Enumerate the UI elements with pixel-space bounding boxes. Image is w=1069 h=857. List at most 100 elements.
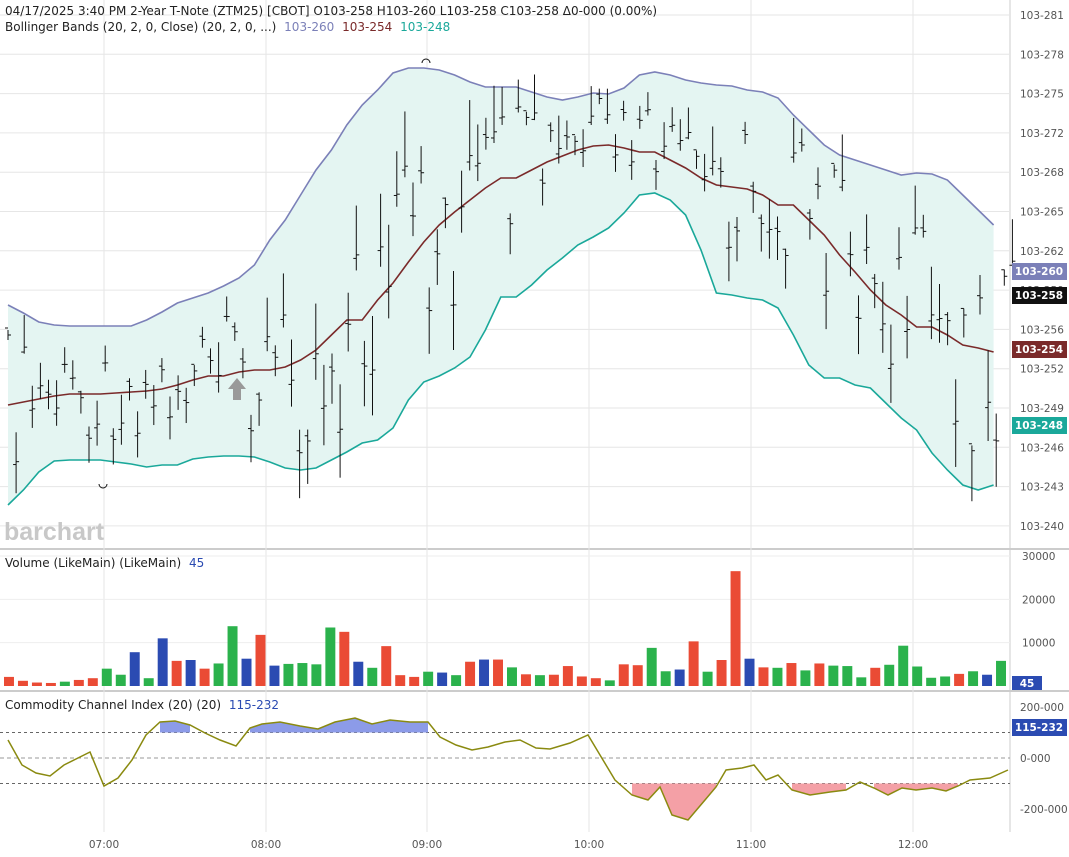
cci-value: 115-232: [229, 698, 279, 712]
volume-bar: [255, 634, 266, 686]
volume-bar: [590, 678, 601, 686]
volume-bar: [269, 665, 280, 686]
cci-plot: [0, 717, 1010, 821]
volume-bar: [353, 661, 364, 686]
volume-bar: [562, 666, 573, 686]
volume-bar: [185, 660, 196, 686]
price-tick-label: 103-256: [1020, 324, 1064, 336]
price-tick-label: 103-268: [1020, 167, 1064, 179]
cci-axis: 200-000 0-000 -200-000: [1020, 702, 1068, 816]
ohlc-bars: [5, 74, 1016, 502]
volume-bar: [381, 646, 392, 686]
volume-bar: [646, 647, 657, 686]
price-tick-label: 103-243: [1020, 482, 1064, 494]
tag-last: 103-258: [1015, 290, 1063, 302]
price-tick-label: 103-262: [1020, 246, 1064, 258]
price-tick-label: 103-281: [1020, 10, 1064, 22]
volume-bar: [940, 676, 951, 686]
price-tick-label: 103-275: [1020, 89, 1064, 101]
bollinger-upper-line: [7, 67, 995, 327]
cci-overbought-fill: [250, 718, 428, 733]
volume-bar: [786, 663, 797, 686]
cci-line: [7, 717, 1009, 821]
high-marker: [421, 58, 431, 64]
volume-label: Volume (LikeMain) (LikeMain) 45: [5, 556, 204, 570]
volume-bar: [758, 667, 769, 686]
volume-bar: [716, 660, 727, 686]
volume-bar: [199, 668, 210, 686]
volume-bar: [171, 660, 182, 686]
tag-mid: 103-254: [1015, 344, 1063, 356]
volume-bar: [842, 666, 853, 686]
time-tick-label: 11:00: [736, 839, 766, 851]
bollinger-lower-value: 103-248: [400, 20, 450, 34]
watermark: barchart: [4, 518, 105, 546]
cci-tag-bg: [1012, 719, 1067, 736]
volume-bar: [101, 668, 112, 686]
volume-bar: [227, 626, 238, 686]
volume-bar: [409, 676, 420, 686]
volume-bars: [4, 571, 1006, 686]
volume-bar: [912, 666, 923, 686]
volume-bar: [339, 631, 350, 686]
volume-bar: [534, 675, 545, 686]
price-tick-label: 103-249: [1020, 403, 1064, 415]
tag-upper: 103-260: [1015, 266, 1063, 278]
volume-bar: [884, 664, 895, 686]
volume-bar: [17, 680, 28, 686]
header-line: 04/17/2025 3:40 PM 2-Year T-Note (ZTM25)…: [5, 4, 657, 18]
price-tick-label: 103-240: [1020, 521, 1064, 533]
volume-bar: [814, 663, 825, 686]
volume-bar: [367, 667, 378, 686]
tag-mid-bg: [1012, 341, 1067, 358]
cci-tick-label: -200-000: [1020, 804, 1068, 816]
volume-label-text: Volume (LikeMain) (LikeMain): [5, 556, 181, 570]
time-tick-label: 08:00: [251, 839, 281, 851]
volume-bar: [423, 671, 434, 686]
volume-bar: [702, 671, 713, 686]
cci-tick-label: 200-000: [1020, 702, 1064, 714]
time-tick-label: 09:00: [412, 839, 442, 851]
volume-bar: [493, 659, 503, 686]
price-tick-label: 103-278: [1020, 49, 1064, 61]
volume-bar: [618, 664, 629, 686]
tag-lower-bg: [1012, 417, 1067, 434]
volume-bar: [632, 665, 643, 686]
price-tick-label: 103-272: [1020, 128, 1064, 140]
volume-bar: [660, 671, 671, 686]
volume-bar: [856, 677, 867, 686]
volume-bar: [31, 682, 42, 686]
volume-bar: [800, 670, 811, 686]
time-tick-label: 07:00: [89, 839, 119, 851]
volume-tick-label: 10000: [1022, 638, 1055, 650]
volume-bar: [479, 659, 490, 686]
volume-bar: [73, 679, 84, 686]
bollinger-upper-value: 103-260: [284, 20, 334, 34]
volume-bar: [143, 678, 154, 686]
volume-bar: [604, 680, 615, 686]
volume-bar: [325, 627, 336, 686]
volume-bar: [395, 675, 406, 686]
volume-bar: [548, 674, 559, 686]
tag-upper-bg: [1012, 263, 1067, 280]
volume-tag-bg: [1012, 676, 1042, 690]
time-tick-label: 10:00: [574, 839, 604, 851]
volume-tick-label: 30000: [1022, 551, 1055, 563]
volume-bar: [772, 667, 783, 686]
volume-bar: [4, 676, 14, 686]
bollinger-label-text: Bollinger Bands (20, 2, 0, Close) (20, 2…: [5, 20, 276, 34]
volume-axis: 30000 20000 10000: [1022, 551, 1055, 650]
volume-bar: [59, 681, 70, 686]
time-tick-label: 12:00: [898, 839, 928, 851]
price-tick-label: 103-265: [1020, 207, 1064, 219]
bollinger-middle-line: [7, 144, 994, 406]
volume-bar: [926, 677, 937, 686]
volume-bar: [45, 682, 56, 686]
price-tick-label: 103-246: [1020, 442, 1064, 454]
cci-overbought-fill: [160, 721, 190, 733]
cci-label-text: Commodity Channel Index (20) (20): [5, 698, 221, 712]
volume-bar: [311, 664, 322, 686]
volume-bar: [437, 672, 448, 686]
volume-value: 45: [189, 556, 204, 570]
